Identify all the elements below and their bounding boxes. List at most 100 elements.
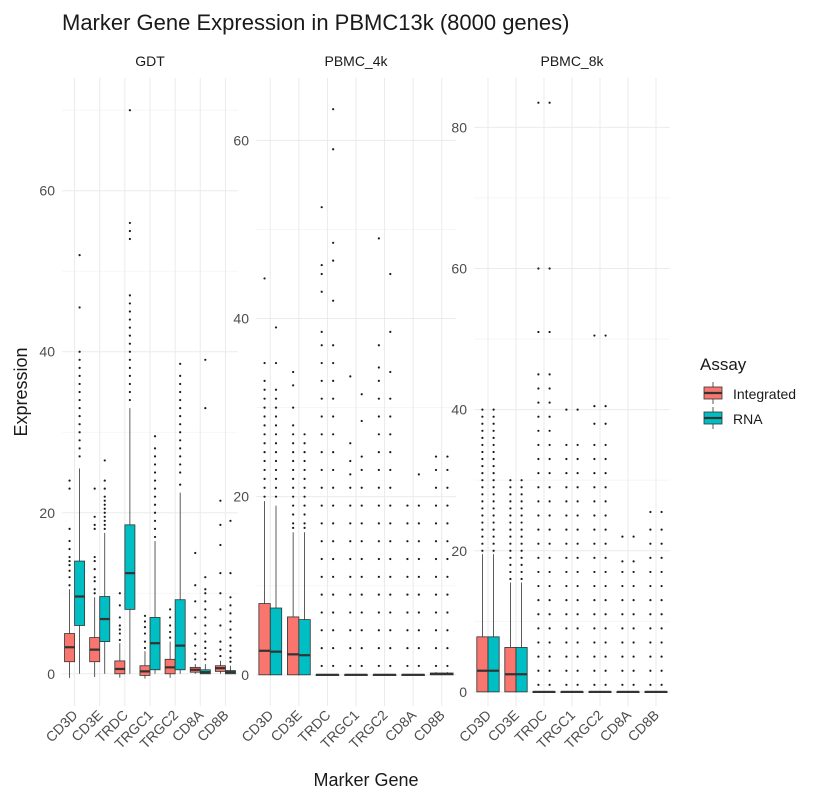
outlier-point (481, 528, 484, 531)
x-tick-label: CD8B (624, 707, 662, 745)
outlier-point (263, 424, 266, 427)
outlier-point (537, 514, 540, 517)
x-tick-label: CD3D (238, 707, 276, 745)
outlier-point (660, 570, 663, 574)
outlier-point (93, 568, 96, 571)
outlier-point (417, 504, 420, 507)
y-tick-label: 60 (451, 261, 467, 277)
outlier-point (481, 493, 484, 496)
outlier-point (446, 593, 449, 596)
outlier-point (576, 528, 579, 531)
outlier-point (434, 557, 438, 561)
outlier-point (128, 310, 131, 313)
outlier-point (621, 641, 624, 644)
box-body (269, 607, 283, 676)
outlier-point (537, 641, 540, 644)
outlier-point (128, 237, 131, 241)
outlier-point (509, 535, 512, 538)
outlier-point (332, 433, 335, 436)
outlier-point (78, 390, 81, 394)
outlier-point (118, 604, 121, 607)
outlier-point (377, 366, 380, 369)
outlier-point (593, 599, 596, 602)
outlier-point (229, 650, 232, 653)
outlier-point (389, 330, 392, 333)
outlier-point (434, 455, 438, 458)
outlier-point (446, 455, 449, 458)
outlier-point (481, 457, 484, 461)
outlier-point (520, 570, 523, 574)
outlier-point (389, 593, 392, 596)
outlier-point (93, 515, 96, 518)
outlier-point (320, 522, 323, 525)
outlier-point (389, 397, 392, 400)
outlier-point (128, 398, 131, 402)
outlier-point (492, 514, 495, 517)
outlier-point (93, 592, 96, 595)
outlier-point (492, 500, 495, 503)
outlier-point (179, 483, 182, 486)
outlier-point (604, 584, 607, 588)
outlier-point (292, 468, 295, 472)
outlier-point (593, 683, 596, 686)
outlier-point (649, 641, 652, 644)
outlier-point (360, 593, 363, 596)
y-tick-label: 20 (233, 489, 249, 505)
outlier-point (481, 500, 484, 503)
outlier-point (548, 627, 551, 630)
outlier-point (593, 514, 596, 517)
outlier-point (229, 519, 232, 522)
box-body (504, 647, 517, 693)
outlier-point (320, 629, 323, 632)
box-integrated-cd3d (258, 277, 271, 676)
outlier-point (204, 608, 207, 611)
outlier-point (179, 362, 182, 365)
outlier-point (292, 459, 295, 463)
outlier-point (576, 613, 579, 616)
outlier-point (481, 422, 484, 425)
outlier-point (417, 522, 420, 525)
outlier-point (349, 629, 352, 632)
outlier-point (78, 423, 81, 426)
outlier-point (320, 206, 323, 209)
box-rna-trgc1 (571, 408, 584, 693)
outlier-point (128, 342, 131, 345)
outlier-point (274, 397, 278, 400)
outlier-point (537, 613, 540, 616)
y-tick-label: 80 (451, 119, 467, 135)
outlier-point (593, 457, 596, 461)
outlier-point (565, 627, 568, 630)
box-integrated-trgc1 (344, 375, 357, 676)
outlier-point (68, 547, 71, 551)
outlier-point (229, 644, 232, 647)
outlier-point (360, 468, 363, 472)
outlier-point (481, 415, 484, 418)
outlier-point (292, 424, 295, 427)
outlier-point (389, 272, 392, 276)
outlier-point (576, 542, 579, 545)
outlier-point (320, 330, 323, 333)
outlier-point (377, 575, 380, 578)
outlier-point (604, 514, 607, 517)
outlier-point (632, 570, 635, 574)
outlier-point (481, 535, 484, 538)
outlier-point (349, 664, 352, 668)
outlier-point (406, 593, 409, 596)
outlier-point (481, 521, 484, 524)
outlier-point (103, 519, 106, 522)
outlier-point (537, 528, 540, 531)
box-body (74, 560, 86, 626)
outlier-point (93, 527, 96, 530)
outlier-point (153, 447, 157, 450)
outlier-point (593, 627, 596, 630)
outlier-point (548, 542, 551, 545)
outlier-point (93, 588, 96, 591)
outlier-point (204, 588, 207, 591)
outlier-point (593, 500, 596, 503)
outlier-point (303, 477, 306, 480)
outlier-point (406, 504, 409, 507)
outlier-point (153, 495, 157, 498)
outlier-point (576, 655, 579, 658)
outlier-point (593, 570, 596, 574)
outlier-point (565, 599, 568, 602)
